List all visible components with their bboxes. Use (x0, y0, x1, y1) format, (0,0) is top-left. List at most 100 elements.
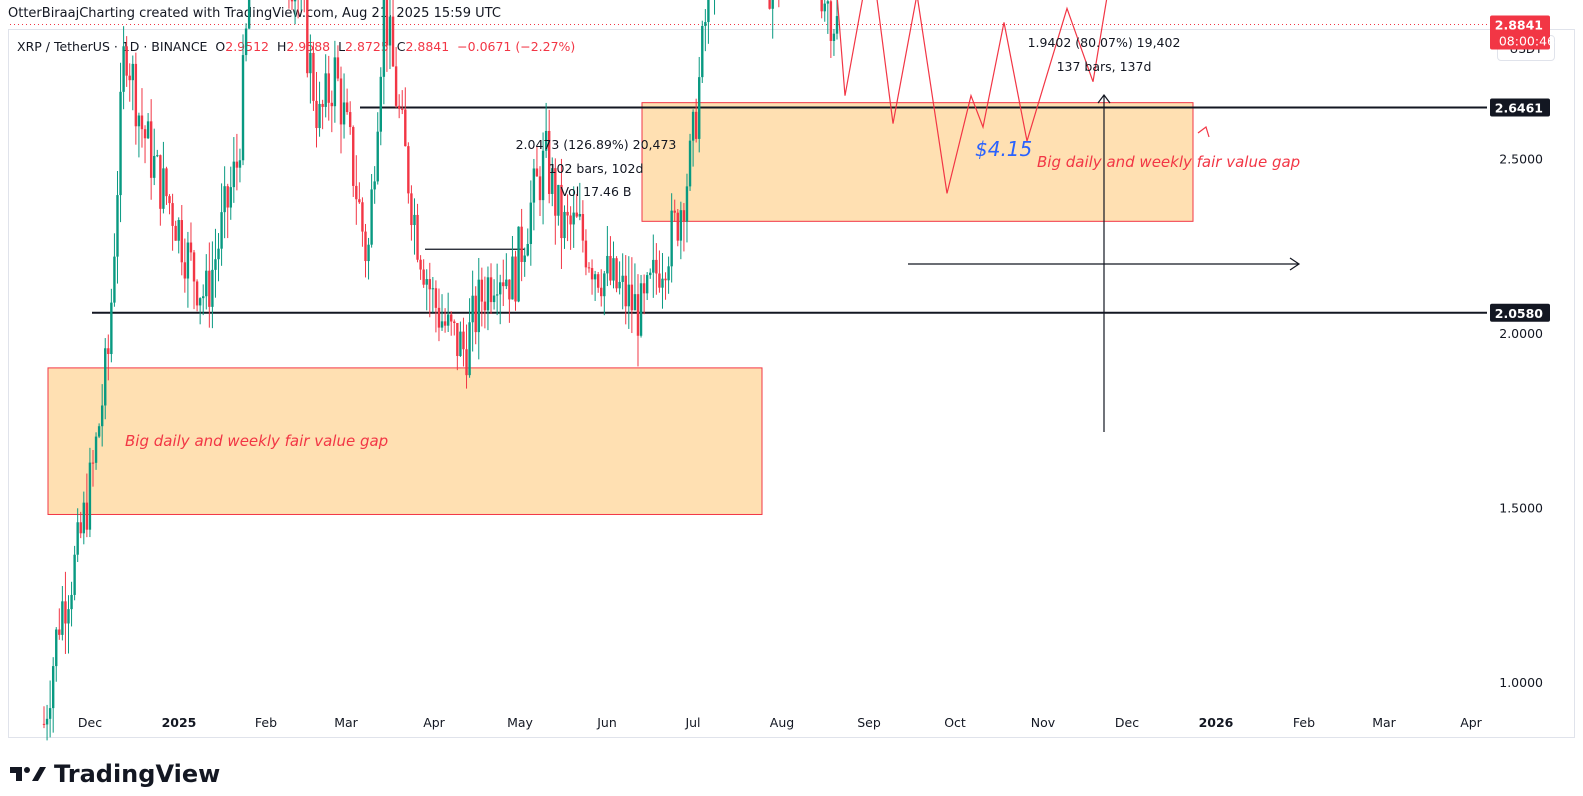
candle-body (826, 1, 830, 4)
candle-body (358, 199, 361, 203)
y-tick-label: 2.5000 (1499, 152, 1543, 167)
close-value: 2.8841 (405, 39, 450, 54)
candle-body (217, 248, 220, 260)
x-tick-label: Dec (1115, 715, 1139, 730)
candle-body (820, 0, 823, 12)
x-tick-label: 2025 (162, 715, 197, 730)
candle-body (61, 601, 64, 635)
candle-body (382, 0, 386, 77)
candle-body (79, 522, 82, 534)
candle-body (333, 57, 337, 107)
candle-body (701, 25, 704, 78)
candle-body (134, 63, 138, 127)
candle-body (434, 288, 438, 308)
candle-body (348, 112, 352, 128)
symbol-name: XRP / TetherUS · 1D · BINANCE (17, 39, 208, 54)
candle-body (829, 1, 833, 41)
candle-body (835, 16, 839, 34)
candle-body (76, 522, 79, 555)
candle-body (401, 108, 404, 110)
candle-body (492, 295, 496, 303)
candle-body (529, 202, 533, 244)
candle-body (560, 184, 563, 239)
candle-body (342, 102, 346, 125)
candle-body (73, 554, 76, 595)
price-label-text: 2.6461 (1495, 101, 1543, 116)
candle-body (385, 0, 389, 46)
x-tick-label: Feb (1293, 715, 1315, 730)
candle-body (355, 185, 358, 200)
candle-body (345, 102, 349, 113)
candle-body (324, 73, 327, 107)
candle-body (159, 155, 162, 209)
high-label: H (276, 39, 287, 54)
candle-body (410, 193, 413, 226)
candle-body (538, 176, 542, 201)
candle-body (119, 91, 122, 196)
x-tick-label: May (507, 715, 533, 730)
candle-body (428, 279, 431, 290)
candle-body (177, 220, 180, 241)
candle-body (685, 186, 689, 222)
candle-body (480, 279, 484, 302)
candle-body (189, 242, 193, 253)
measure-arrow-head (1097, 94, 1111, 104)
candle-body (339, 78, 343, 125)
candle-body (495, 294, 499, 296)
x-tick-label: Sep (857, 715, 881, 730)
x-tick-label: Apr (1460, 715, 1482, 730)
candle-body (208, 270, 211, 307)
candle-body (523, 255, 526, 262)
candle-body (198, 298, 202, 306)
candle-body (235, 161, 239, 168)
candle-body (180, 220, 183, 263)
candle-body (547, 130, 551, 194)
candle-body (517, 226, 520, 302)
candle-body (94, 436, 98, 463)
candle-body (183, 262, 187, 279)
candle-body (321, 103, 324, 107)
measure-1-line-1: 2.0473 (126.89%) 20,473 (516, 137, 677, 152)
candle-body (471, 295, 474, 323)
candle-body (192, 252, 196, 282)
y-tick-label: 1.0000 (1499, 675, 1543, 690)
candle-body (55, 629, 58, 667)
chart-frame (8, 29, 1575, 738)
candle-body (450, 314, 453, 322)
candle-body (468, 322, 471, 376)
measure-2-line-2: 137 bars, 137d (1057, 59, 1152, 74)
candle-body (679, 210, 683, 241)
candle-body (104, 348, 107, 406)
candle-body (186, 242, 190, 279)
candle-body (67, 609, 70, 624)
candle-body (630, 284, 634, 311)
candle-body (404, 109, 407, 147)
fvg-label-2: Big daily and weekly fair value gap (1037, 153, 1300, 171)
candle-body (352, 127, 355, 186)
candle-body (48, 708, 52, 719)
low-value: 2.8725 (345, 39, 389, 54)
candle-body (422, 269, 425, 285)
change-value: −0.0671 (−2.27%) (457, 39, 576, 54)
candle-body (557, 184, 560, 216)
candle-body (70, 594, 73, 610)
candle-body (688, 140, 692, 187)
candle-body (113, 256, 116, 303)
candle-body (704, 22, 707, 26)
candle-body (211, 269, 214, 307)
candle-body (226, 186, 229, 208)
candle-body (370, 189, 373, 245)
candle-body (596, 274, 600, 288)
candle-body (526, 243, 529, 256)
fvg-zone-1 (47, 367, 763, 515)
candle-body (615, 258, 618, 289)
candle-body (391, 16, 395, 67)
candle-body (593, 274, 597, 280)
candle-body (520, 226, 523, 262)
candle-body (459, 331, 462, 357)
price-label-box (1490, 15, 1550, 50)
candle-body (590, 268, 594, 280)
candle-body (247, 0, 251, 29)
candle-body (474, 295, 477, 333)
candle-body (110, 302, 113, 355)
